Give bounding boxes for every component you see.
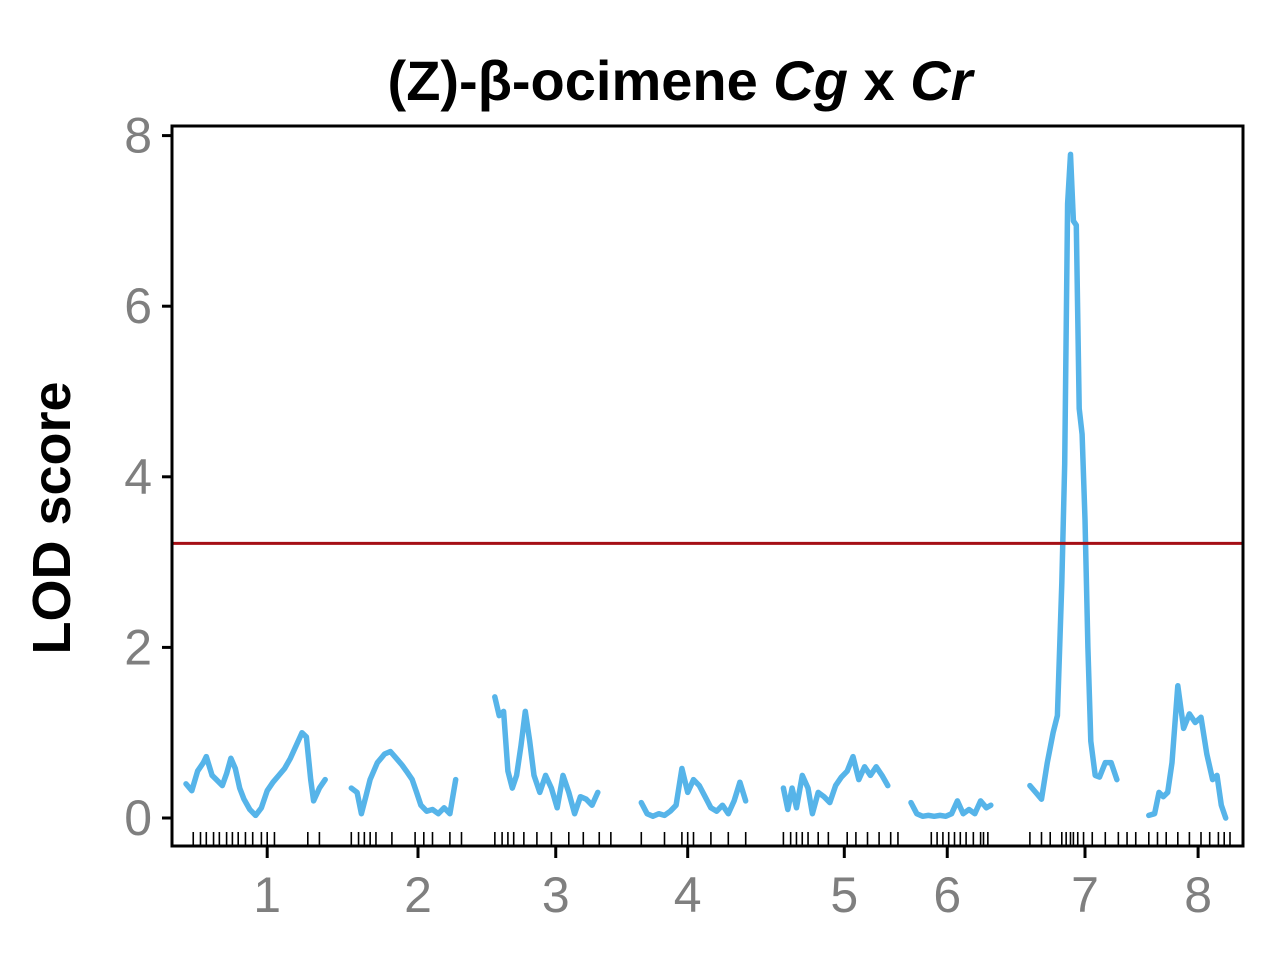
y-tick-label: 6	[124, 278, 152, 334]
x-tick-label-chr5: 5	[830, 867, 858, 923]
x-tick-label-chr8: 8	[1184, 867, 1212, 923]
x-tick-labels: 1 2 3 4 5 6 7 8	[253, 867, 1212, 923]
title-main: (Z)-β-ocimene	[388, 49, 774, 112]
y-tick-label: 0	[124, 790, 152, 846]
y-tick-label: 8	[124, 108, 152, 164]
x-tick-marks	[265, 846, 1200, 858]
plot-frame	[170, 124, 1245, 848]
lod-series-chr7	[1027, 151, 1120, 802]
marker-rug	[192, 832, 1231, 845]
lod-series-chr1	[183, 729, 328, 819]
lod-series-chr4	[638, 765, 749, 820]
lod-series	[183, 151, 1229, 821]
y-tick-label: 2	[124, 619, 152, 675]
x-tick-label-chr4: 4	[674, 867, 702, 923]
lod-series-chr2	[348, 748, 459, 817]
title-italic-cg: Cg	[773, 49, 848, 112]
y-tick-marks	[162, 134, 172, 820]
x-tick-label-chr7: 7	[1071, 867, 1099, 923]
lod-series-chr5	[780, 753, 891, 817]
x-tick-label-chr6: 6	[933, 867, 961, 923]
x-tick-label-chr1: 1	[253, 867, 281, 923]
x-tick-label-chr3: 3	[542, 867, 570, 923]
title-mid: x	[848, 49, 910, 112]
x-tick-label-chr2: 2	[404, 867, 432, 923]
y-axis-label: LOD score	[22, 381, 82, 654]
y-tick-label: 4	[124, 449, 152, 505]
chart-title: (Z)-β-ocimene Cg x Cr	[388, 49, 976, 112]
lod-series-chr3	[492, 694, 601, 817]
y-tick-labels: 0 2 4 6 8	[124, 108, 152, 846]
title-italic-cr: Cr	[910, 49, 975, 112]
lod-series-chr8	[1146, 683, 1229, 821]
lod-series-chr6	[908, 798, 994, 820]
